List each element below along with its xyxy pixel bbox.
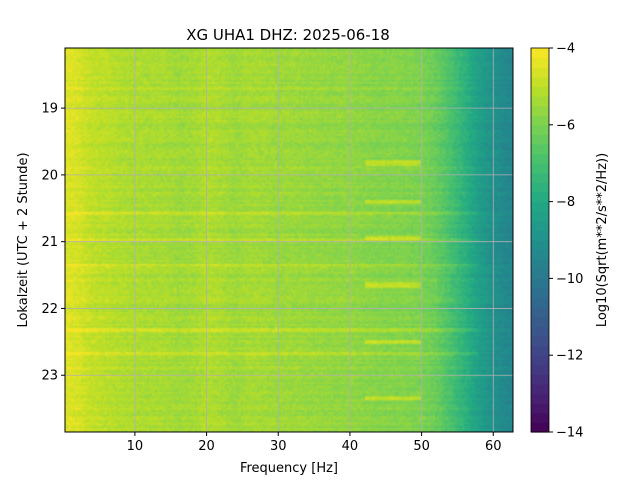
colorbar-tick-label: −12 — [556, 349, 583, 364]
colorbar-segment — [531, 220, 549, 231]
grid-lines — [65, 48, 513, 432]
colorbar-tick-label: −8 — [556, 195, 575, 210]
colorbar-tick-label: −14 — [556, 426, 583, 441]
colorbar-segment — [531, 374, 549, 385]
colorbar-segment — [531, 422, 549, 433]
y-axis: 19 20 21 22 23 — [41, 102, 65, 384]
y-tick-label: 19 — [41, 102, 58, 117]
colorbar-segment — [531, 307, 549, 318]
colorbar-segment — [531, 86, 549, 97]
x-tick-label: 40 — [342, 439, 359, 454]
spectrogram-heatmap — [65, 48, 513, 432]
colorbar-segment — [531, 144, 549, 155]
y-tick-label: 22 — [41, 302, 58, 317]
colorbar-segment — [531, 67, 549, 78]
colorbar-segment — [531, 288, 549, 299]
x-tick-label: 10 — [127, 439, 144, 454]
colorbar-segment — [531, 124, 549, 135]
colorbar-segment — [531, 163, 549, 174]
colorbar-segment — [531, 336, 549, 347]
colorbar-label: Log10(Sqrt(m**2/s**2/Hz)) — [595, 153, 610, 327]
colorbar-segment — [531, 211, 549, 222]
y-tick-label: 23 — [41, 369, 58, 384]
colorbar-segment — [531, 96, 549, 107]
colorbar-segment — [531, 153, 549, 164]
y-tick-label: 21 — [41, 235, 58, 250]
colorbar-segment — [531, 316, 549, 327]
colorbar-segment — [531, 268, 549, 279]
colorbar-segment — [531, 115, 549, 126]
colorbar-segment — [531, 412, 549, 423]
colorbar-segment — [531, 259, 549, 270]
y-axis-label: Lokalzeit (UTC + 2 Stunde) — [16, 152, 31, 327]
colorbar-segment — [531, 403, 549, 414]
x-tick-label: 50 — [413, 439, 430, 454]
spectrogram-image — [65, 48, 513, 432]
colorbar-segment — [531, 172, 549, 183]
colorbar-segment — [531, 48, 549, 59]
colorbar-segment — [531, 345, 549, 356]
chart-title: XG UHA1 DHZ: 2025-06-18 — [186, 26, 390, 44]
colorbar-segment — [531, 355, 549, 366]
colorbar-tick-label: −4 — [556, 42, 575, 57]
colorbar — [530, 47, 550, 433]
colorbar-segment — [531, 57, 549, 68]
plot-frame — [64, 47, 514, 433]
x-axis-label: Frequency [Hz] — [240, 461, 338, 476]
colorbar-segment — [531, 384, 549, 395]
colorbar-segment — [531, 201, 549, 212]
x-tick-label: 60 — [485, 439, 502, 454]
colorbar-segment — [531, 105, 549, 116]
x-tick-label: 20 — [198, 439, 215, 454]
y-tick-label: 20 — [41, 168, 58, 183]
colorbar-segment — [531, 297, 549, 308]
colorbar-segment — [531, 182, 549, 193]
colorbar-segment — [531, 393, 549, 404]
colorbar-segment — [531, 134, 549, 145]
colorbar-tick-label: −10 — [556, 272, 583, 287]
colorbar-segment — [531, 326, 549, 337]
colorbar-segment — [531, 278, 549, 289]
colorbar-segment — [531, 76, 549, 87]
x-tick-label: 30 — [270, 439, 287, 454]
colorbar-tick-label: −6 — [556, 118, 575, 133]
colorbar-axis: −14 −12 −10 −8 −6 −4 — [549, 42, 583, 441]
x-axis: 10 20 30 40 50 60 — [127, 432, 502, 454]
colorbar-frame — [530, 47, 550, 433]
colorbar-segment — [531, 192, 549, 203]
colorbar-segment — [531, 230, 549, 241]
colorbar-segment — [531, 240, 549, 251]
colorbar-segment — [531, 364, 549, 375]
colorbar-segment — [531, 249, 549, 260]
